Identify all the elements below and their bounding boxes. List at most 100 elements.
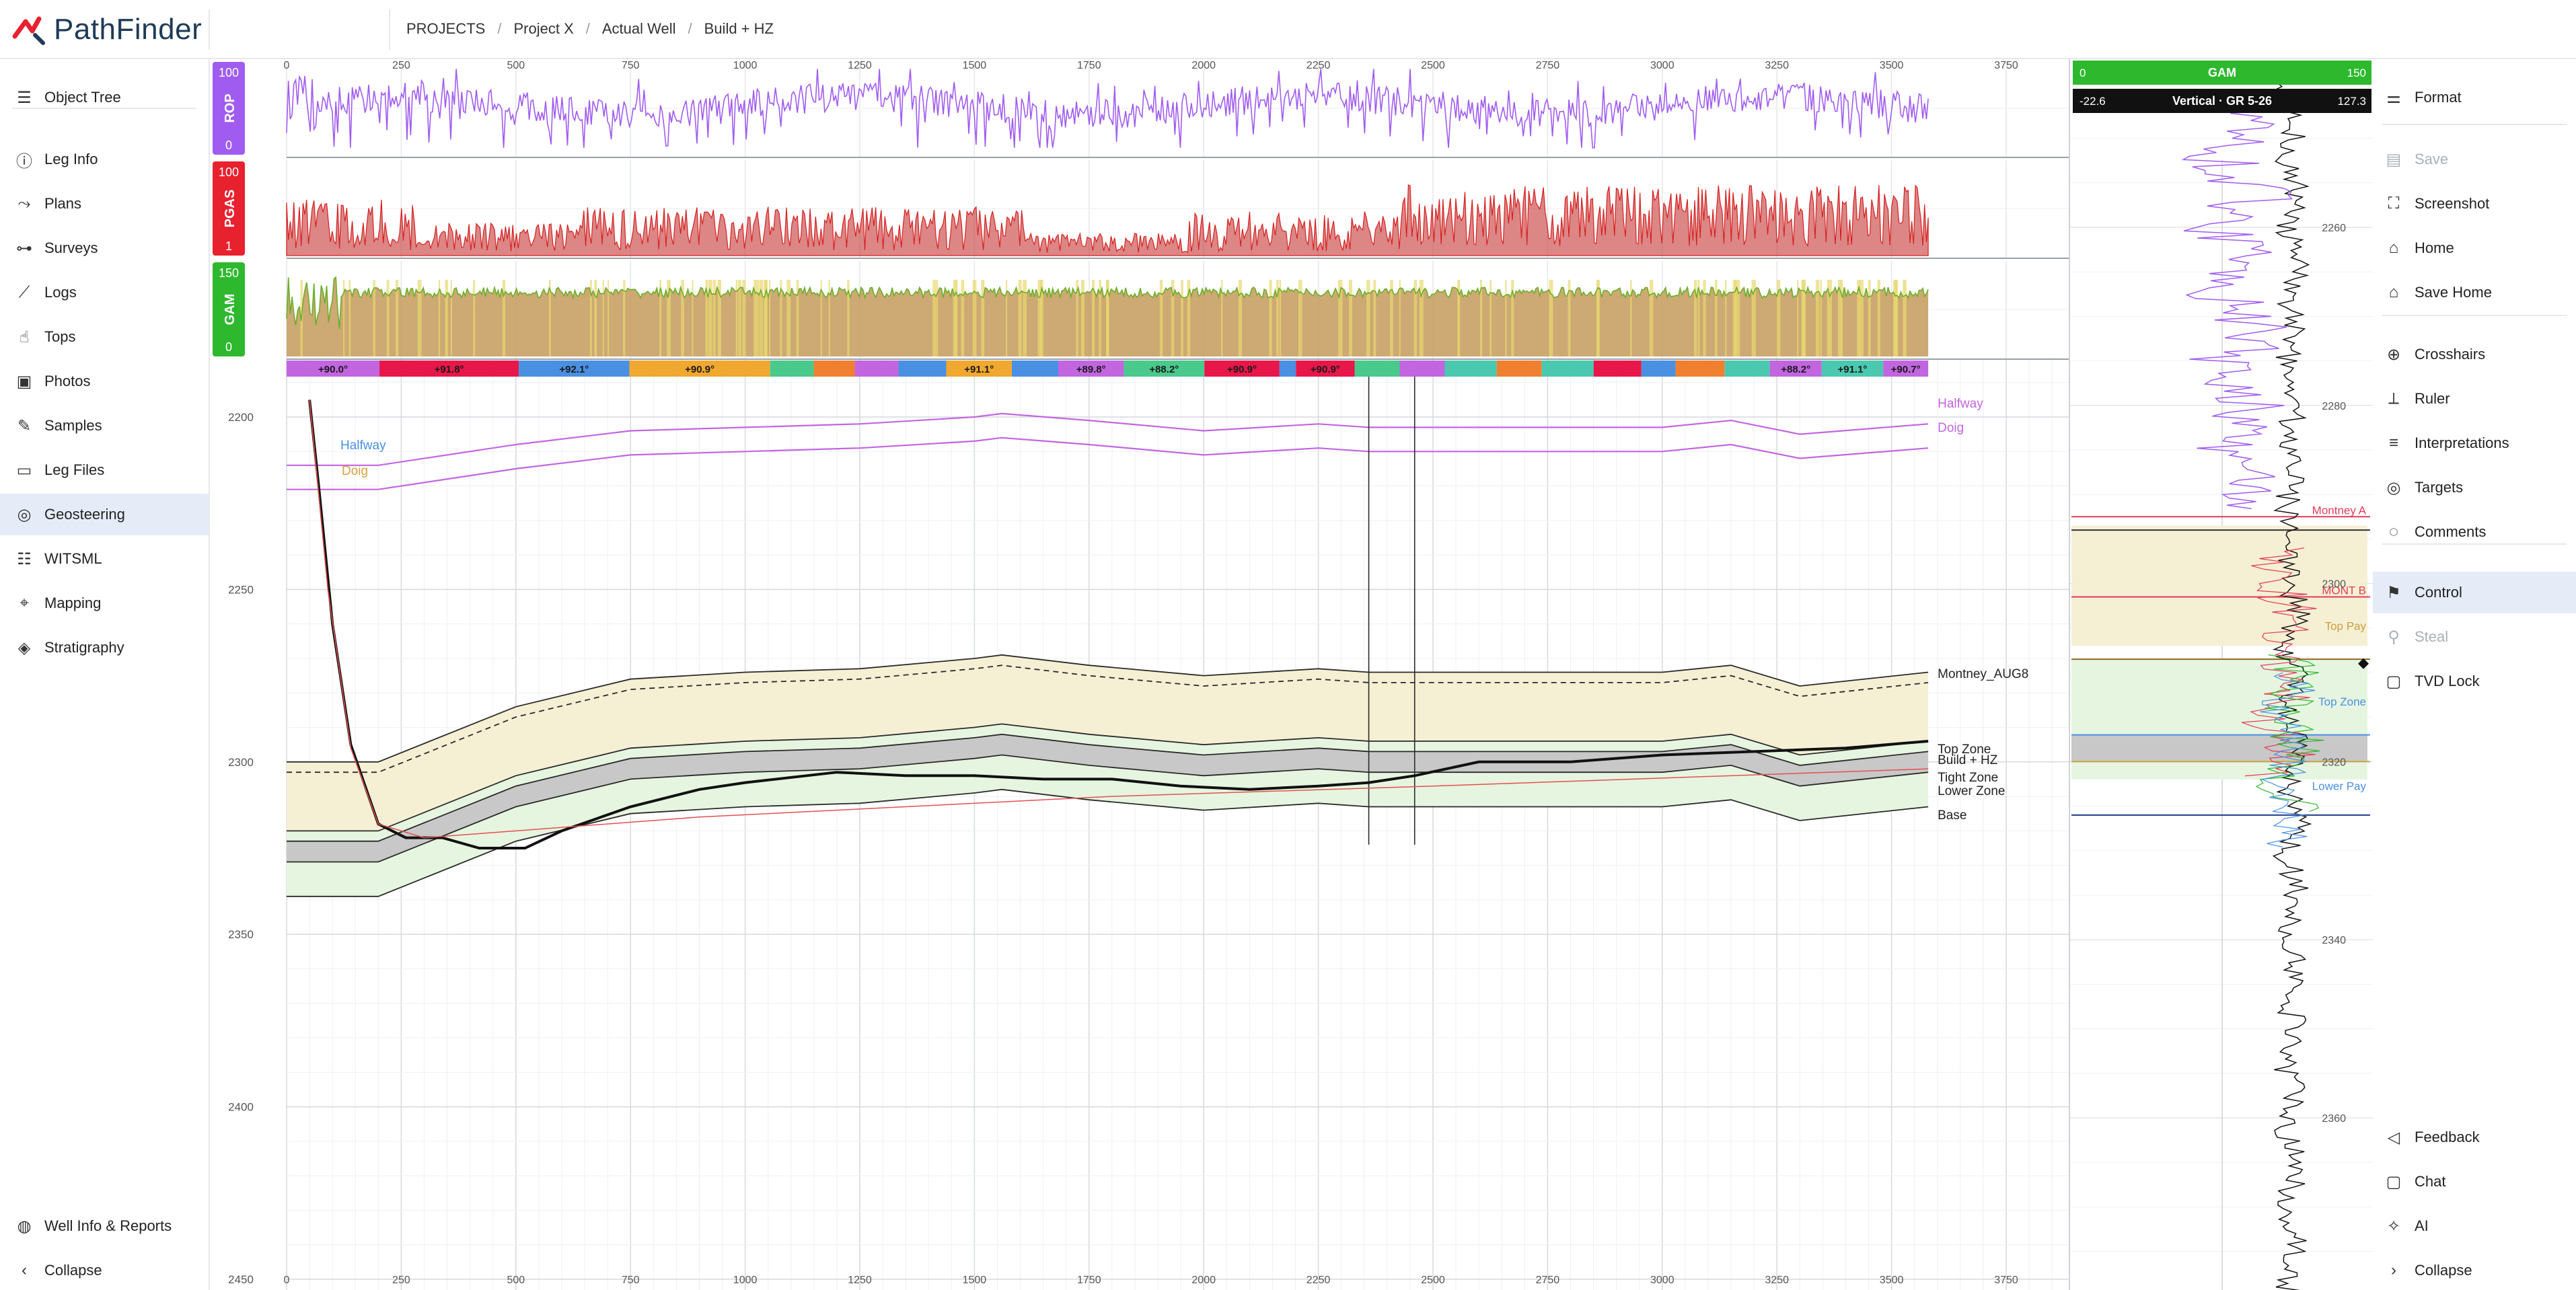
- dip-segment[interactable]: [1204, 361, 1280, 377]
- breadcrumb-leg[interactable]: Build + HZ: [704, 20, 774, 37]
- sidebar-item-leg-files[interactable]: ▭ Leg Files: [0, 449, 209, 491]
- dip-segment[interactable]: [1769, 361, 1822, 377]
- dip-segment[interactable]: [1883, 361, 1929, 377]
- dip-segment[interactable]: [519, 361, 630, 377]
- tool-crosshairs-button[interactable]: ⊕ Crosshairs: [2373, 334, 2576, 375]
- tool-targets-button[interactable]: ◎ Targets: [2373, 467, 2576, 508]
- steal-icon: ⚲: [2388, 628, 2400, 646]
- dip-segment[interactable]: [770, 361, 814, 377]
- gam-streak: [1703, 280, 1706, 356]
- gr-header-bar[interactable]: [2073, 89, 2371, 113]
- position-marker-icon[interactable]: [2358, 658, 2369, 669]
- tool-tvd-lock-button[interactable]: ▢ TVD Lock: [2373, 660, 2576, 702]
- sidebar-footer-well-info-reports[interactable]: ◍ Well Info & Reports: [0, 1205, 209, 1247]
- dip-segment[interactable]: [1821, 361, 1884, 377]
- dip-segment[interactable]: [1011, 361, 1058, 377]
- gam-header-bar[interactable]: [2073, 61, 2371, 85]
- dip-segment[interactable]: [1675, 361, 1725, 377]
- left-sidebar: ☰ Object Tree ⓘ Leg Info ⤳ Plans ⊶ Surveys ⟋ Logs…: [0, 59, 210, 1290]
- dip-segment[interactable]: [1058, 361, 1124, 377]
- vertical-log[interactable]: Montney A MONT B Top Pay Top Zone Lower Pay 2…: [2070, 59, 2374, 1290]
- tool-feedback-button[interactable]: ◁ Feedback: [2373, 1116, 2576, 1158]
- survey-icon: ⊶: [16, 239, 32, 258]
- dip-segment[interactable]: [898, 361, 947, 377]
- dip-segment[interactable]: [1641, 361, 1676, 377]
- vertical-log-chart[interactable]: Montney A MONT B Top Pay Top Zone Lower Pay 2…: [2070, 59, 2374, 1290]
- sidebar-item-samples[interactable]: ✎ Samples: [0, 405, 209, 447]
- tool-save-button[interactable]: ▤ Save: [2373, 139, 2576, 180]
- dip-segment[interactable]: [1496, 361, 1542, 377]
- dip-segment[interactable]: [1541, 361, 1594, 377]
- divider: [2382, 124, 2567, 125]
- sidebar-footer-collapse[interactable]: ‹ Collapse: [0, 1250, 209, 1290]
- dip-segment[interactable]: [1399, 361, 1445, 377]
- top-label: MONT B: [2322, 584, 2366, 597]
- pipette-icon: ✎: [17, 416, 32, 435]
- sidebar-item-photos[interactable]: ▣ Photos: [0, 361, 209, 402]
- tool-screenshot-button[interactable]: ⛶ Screenshot: [2373, 183, 2576, 225]
- dip-segment[interactable]: [1354, 361, 1400, 377]
- sidebar-item-geosteering[interactable]: ◎ Geosteering: [0, 494, 209, 535]
- gam-streak: [955, 280, 958, 356]
- sidebar-item-tops[interactable]: ☝ Tops: [0, 316, 209, 358]
- dip-segment[interactable]: [1724, 361, 1770, 377]
- gam-streak: [1840, 280, 1843, 356]
- sidebar-item-stratigraphy[interactable]: ◈ Stratigraphy: [0, 627, 209, 669]
- vertical-panel-header[interactable]: GAM 0 150 Vertical · GR 5-26 -22.6 127.3: [2073, 61, 2371, 113]
- dip-segment[interactable]: [287, 361, 380, 377]
- dip-segment[interactable]: [629, 361, 770, 377]
- dip-segment[interactable]: [1593, 361, 1642, 377]
- tool-format-button[interactable]: ⚌ Format: [2373, 77, 2576, 118]
- sidebar-item-mapping[interactable]: ⌖ Mapping: [0, 582, 209, 624]
- tool-comments-button[interactable]: ◌ Comments: [2373, 511, 2576, 553]
- tool-ruler-button[interactable]: ⟂ Ruler: [2373, 378, 2576, 420]
- dip-segment[interactable]: [1279, 361, 1296, 377]
- dip-segment[interactable]: [1444, 361, 1497, 377]
- dip-segment[interactable]: [1296, 361, 1355, 377]
- tool-control-button[interactable]: ⚑ Control: [2373, 572, 2576, 613]
- y-tick-label: 2450: [228, 1273, 254, 1286]
- tool-interpretations-button[interactable]: ≡ Interpretations: [2373, 422, 2576, 464]
- dip-segment-bar[interactable]: +90.0° +91.8° +92.1° +90.9° +91.1° +89.8° +88.…: [287, 361, 1929, 377]
- gam-streak: [1837, 280, 1841, 356]
- top-label: Top Zone: [2318, 695, 2366, 708]
- gam-streak: [769, 280, 771, 356]
- formation-labels: Halfway Doig Halfway Doig Montney_AUG8 Top Zo…: [340, 397, 2028, 823]
- sidebar-item-plans[interactable]: ⤳ Plans: [0, 183, 209, 225]
- sidebar-item-surveys[interactable]: ⊶ Surveys: [0, 227, 209, 269]
- sidebar-item-witsml[interactable]: ☷ WITSML: [0, 538, 209, 580]
- track-gam[interactable]: 150 0 GAM: [213, 261, 2069, 360]
- dip-segment[interactable]: [379, 361, 519, 377]
- app-logo[interactable]: PathFinder: [12, 8, 202, 51]
- track-badge[interactable]: [213, 161, 245, 256]
- gam-streak: [828, 280, 830, 356]
- track-badge[interactable]: [213, 62, 245, 155]
- tool-collapse-button[interactable]: › Collapse: [2373, 1250, 2576, 1290]
- track-badge[interactable]: [213, 262, 245, 356]
- x-tick-label: 3000: [1650, 1275, 1675, 1286]
- breadcrumb-projects[interactable]: PROJECTS: [406, 20, 486, 37]
- tool-save-home-button[interactable]: ⌂ Save Home: [2373, 272, 2576, 313]
- tool-ai-button[interactable]: ✧ AI: [2373, 1205, 2576, 1247]
- dip-segment[interactable]: [946, 361, 1012, 377]
- sidebar-item-leg-info[interactable]: ⓘ Leg Info: [0, 139, 209, 180]
- vertical-log-panel[interactable]: Montney A MONT B Top Pay Top Zone Lower Pay 2…: [2069, 59, 2374, 1290]
- track-pgas[interactable]: 100 1 PGAS: [213, 160, 2069, 259]
- tool-steal-button[interactable]: ⚲ Steal: [2373, 616, 2576, 658]
- wellbore-path[interactable]: [308, 400, 1929, 849]
- tool-chat-button[interactable]: ▢ Chat: [2373, 1161, 2576, 1203]
- sidebar-item-logs[interactable]: ⟋ Logs: [0, 272, 209, 313]
- tool-home-button[interactable]: ⌂ Home: [2373, 227, 2576, 269]
- breadcrumb-project[interactable]: Project X: [513, 20, 574, 37]
- sidebar-item-object-tree[interactable]: ☰ Object Tree: [0, 77, 209, 118]
- dip-segment[interactable]: [1124, 361, 1205, 377]
- rop-curve: [286, 69, 1929, 149]
- dip-segment[interactable]: [813, 361, 855, 377]
- home-icon: ⌂: [2388, 239, 2399, 257]
- geosteering-view[interactable]: 100 0 ROP 100 1 PGAS 150 0 GAM 0 250 500 750 1000 1250…: [210, 59, 2069, 1290]
- dip-segment[interactable]: [854, 361, 899, 377]
- breadcrumb-well[interactable]: Actual Well: [601, 20, 676, 37]
- right-toolbar: ⚌ Format ▤ Save ⛶ Screenshot ⌂ Home ⌂ Save Home ⊕ C…: [2373, 59, 2576, 1290]
